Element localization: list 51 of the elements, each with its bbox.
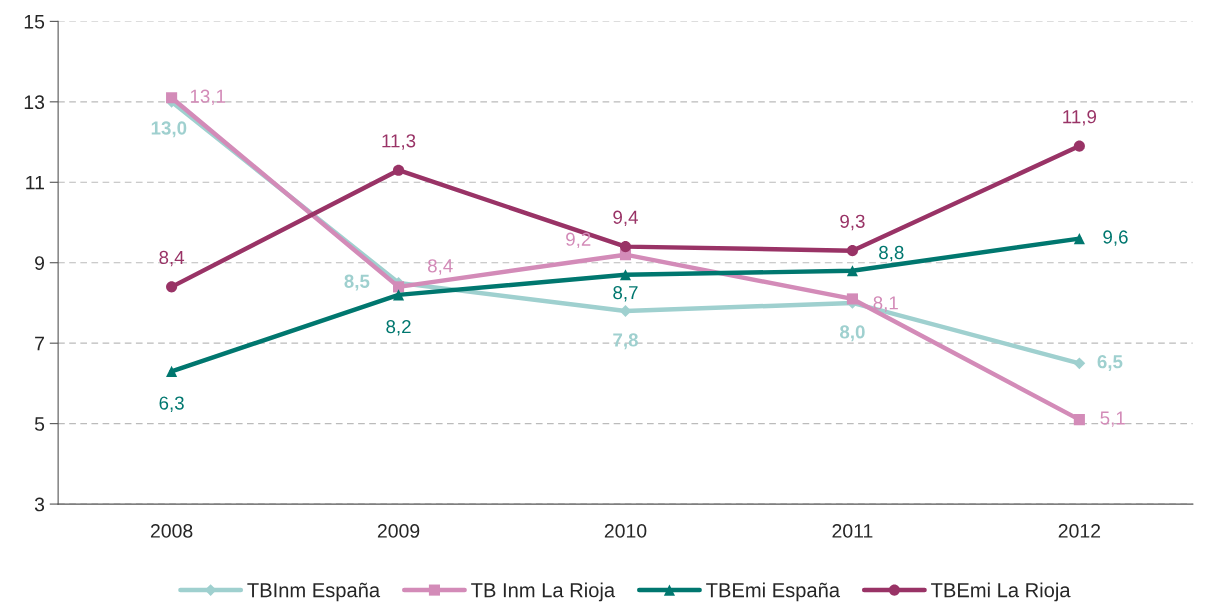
legend-label: TBInm España <box>247 582 381 602</box>
data-label: 7,8 <box>613 333 638 350</box>
data-label: 13,0 <box>151 121 187 138</box>
data-label: 9,6 <box>1103 230 1128 246</box>
data-label: 9,2 <box>566 232 591 249</box>
point <box>392 164 405 176</box>
data-label: 8,5 <box>344 274 370 291</box>
x-tick-label: 2008 <box>150 524 193 538</box>
data-label: 8,7 <box>613 286 638 302</box>
data-label: 8,4 <box>159 250 185 267</box>
data-label: 9,4 <box>613 210 638 227</box>
data-label: 9,3 <box>840 214 865 231</box>
y-tick-label: 3 <box>34 497 45 512</box>
legend-label: TBEmi La Rioja <box>931 582 1071 602</box>
data-label: 8,4 <box>427 259 453 275</box>
point <box>392 281 405 293</box>
y-tick-label: 15 <box>24 15 45 29</box>
x-tick-label: 2012 <box>1058 524 1101 538</box>
x-tick-label: 2011 <box>832 524 873 538</box>
data-label: 5,1 <box>1100 411 1125 427</box>
point <box>619 241 632 253</box>
data-label: 8,2 <box>386 320 411 336</box>
data-label: 11,9 <box>1063 110 1097 126</box>
x-tick-label: 2010 <box>604 524 647 538</box>
y-tick-label: 11 <box>26 175 44 190</box>
point <box>846 245 858 257</box>
y-tick-label: 5 <box>34 417 45 431</box>
data-label: 13,1 <box>190 89 226 106</box>
point <box>1073 414 1085 426</box>
data-label: 6,5 <box>1097 355 1123 372</box>
legend-label: TB Inm La Rioja <box>471 582 616 602</box>
data-label: 8,8 <box>879 245 904 262</box>
data-label: 6,3 <box>159 396 184 412</box>
point <box>1073 233 1085 245</box>
point <box>846 265 858 277</box>
data-label: 8,1 <box>873 296 898 312</box>
data-label: 8,0 <box>839 325 865 342</box>
legend-label: TBEmi España <box>706 582 841 602</box>
y-tick-label: 9 <box>35 256 45 270</box>
point <box>166 281 178 293</box>
point <box>166 92 178 104</box>
point <box>1073 357 1086 370</box>
y-tick-label: 7 <box>35 336 44 351</box>
point <box>846 293 858 305</box>
point <box>392 289 405 301</box>
data-label: 11,3 <box>382 134 416 150</box>
point <box>619 269 632 281</box>
x-tick-label: 2009 <box>377 524 420 538</box>
point <box>1073 140 1085 152</box>
point <box>166 365 178 377</box>
y-tick-label: 13 <box>24 95 45 110</box>
